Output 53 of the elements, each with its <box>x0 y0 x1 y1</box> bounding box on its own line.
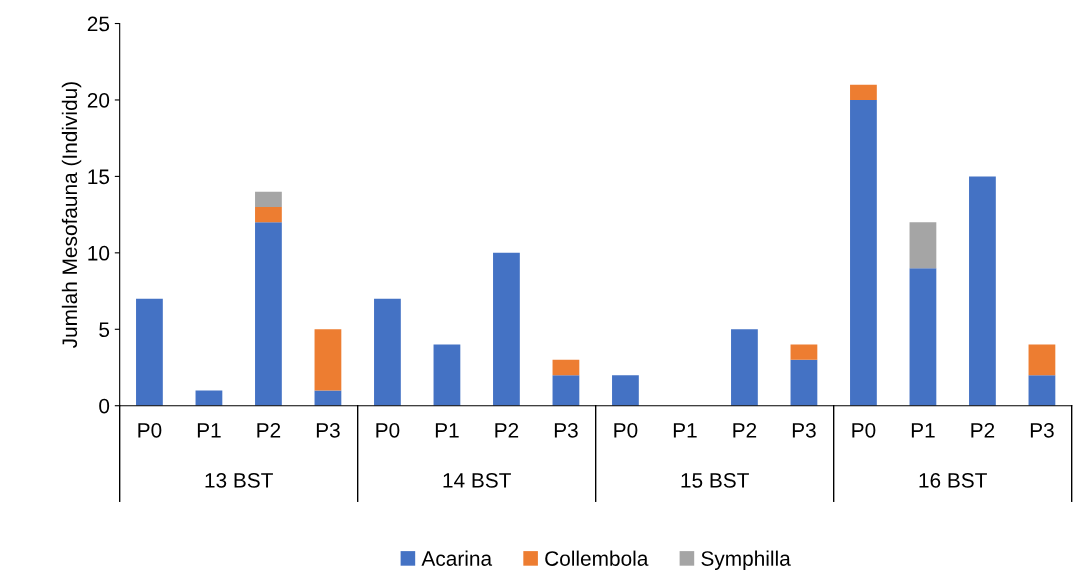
text: 15 BST <box>681 473 749 488</box>
bar <box>790 344 818 360</box>
x-tick-label: P2 <box>971 422 995 438</box>
bar <box>1028 375 1056 406</box>
y-tick-label: 0 <box>99 398 110 414</box>
bar <box>909 268 937 406</box>
bar <box>433 344 461 406</box>
bar <box>314 329 342 391</box>
bar <box>255 191 282 207</box>
bar <box>493 252 520 406</box>
x-tick-label: P1 <box>673 423 697 438</box>
x-tick-label: P2 <box>495 422 519 438</box>
y-tick-label: 10 <box>88 245 110 261</box>
x-tick-label: P3 <box>316 422 340 438</box>
y-axis-title: Jumlah Mesofauna (Individu) <box>61 82 82 349</box>
bar <box>255 206 282 223</box>
bar <box>314 390 342 406</box>
bar <box>552 375 580 406</box>
bar <box>1028 344 1056 376</box>
bar <box>136 298 163 406</box>
text: 13 BST <box>205 473 273 488</box>
bar <box>374 298 401 406</box>
x-tick-label: P3 <box>792 422 816 438</box>
y-tick-label: 5 <box>99 322 110 338</box>
bar <box>909 222 937 269</box>
x-tick-label: P1 <box>435 423 459 438</box>
bar <box>255 222 282 406</box>
x-tick-label: P2 <box>733 422 757 438</box>
x-tick-label: P1 <box>197 423 221 438</box>
bar <box>850 99 877 406</box>
bar <box>195 390 223 406</box>
x-tick-label: P0 <box>138 422 162 438</box>
x-tick-label: P3 <box>1030 422 1054 438</box>
bar <box>612 375 639 406</box>
x-tick-label: P1 <box>911 423 935 438</box>
legend-label: Symphilla <box>701 550 791 571</box>
bar <box>552 359 580 376</box>
text: 14 BST <box>443 473 511 488</box>
bar <box>790 359 818 406</box>
bar <box>731 329 758 406</box>
y-tick-label: 25 <box>87 16 110 32</box>
x-tick-label: P0 <box>614 422 638 438</box>
x-tick-label: P0 <box>852 422 876 438</box>
text: 16 BST <box>919 473 987 488</box>
x-tick-label: P0 <box>376 422 400 438</box>
x-tick-label: P3 <box>554 422 578 438</box>
bar <box>969 176 996 406</box>
y-tick-label: 20 <box>87 92 110 108</box>
y-tick-label: 15 <box>88 169 110 185</box>
bar <box>850 84 877 100</box>
legend-label: Acarina <box>421 550 493 566</box>
legend-label: Collembola <box>545 550 649 566</box>
x-tick-label: P2 <box>257 422 281 438</box>
